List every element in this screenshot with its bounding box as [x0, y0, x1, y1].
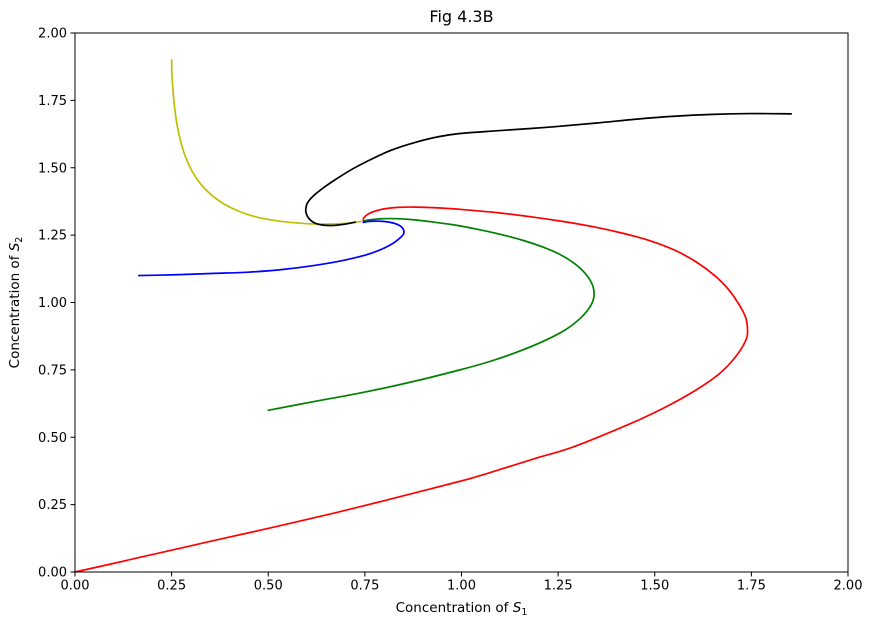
chart-title: Fig 4.3B: [429, 7, 493, 26]
x-tick-label: 1.25: [544, 579, 573, 594]
red-trajectory: [74, 206, 749, 573]
y-tick-label: 0.00: [38, 566, 67, 581]
y-axis-label-symbol: S: [7, 242, 23, 251]
green-trajectory: [267, 217, 595, 412]
x-tick-label: 1.50: [640, 579, 669, 594]
trajectory-curves: [74, 59, 793, 573]
blue-trajectory: [137, 220, 405, 277]
y-axis-label: Concentration of S2: [7, 237, 25, 369]
y-tick-label: 1.75: [38, 94, 67, 109]
x-axis-label: Concentration of S1: [396, 600, 528, 618]
x-tick-label: 2.00: [834, 579, 863, 594]
y-tick-label: 2.00: [38, 27, 67, 42]
x-tick-label: 0.50: [254, 579, 283, 594]
y-tick-label: 0.50: [38, 431, 67, 446]
y-tick-label: 0.75: [38, 363, 67, 378]
x-tick-label: 0.25: [157, 579, 186, 594]
y-tick-label: 1.50: [38, 161, 67, 176]
x-tick-label: 1.75: [737, 579, 766, 594]
x-axis-label-text: Concentration of: [396, 600, 513, 616]
y-tick-label: 0.25: [38, 498, 67, 513]
x-tick-label: 0.75: [350, 579, 379, 594]
y-axis-label-text: Concentration of: [7, 251, 23, 368]
y-tick-label: 1.00: [38, 296, 67, 311]
x-axis-ticks: 0.00 0.25 0.50 0.75 1.00 1.25 1.50 1.75 2.00: [61, 572, 863, 594]
x-tick-label: 0.00: [61, 579, 90, 594]
y-axis-label-subscript: 2: [14, 237, 25, 243]
x-tick-label: 1.00: [447, 579, 476, 594]
y-tick-label: 1.25: [38, 229, 67, 244]
yellow-trajectory: [170, 59, 362, 225]
black-trajectory: [304, 112, 793, 227]
x-axis-label-symbol: S: [513, 600, 522, 616]
x-axis-label-subscript: 1: [521, 607, 527, 618]
y-axis-ticks: 0.00 0.25 0.50 0.75 1.00 1.25 1.50 1.75 2.00: [38, 27, 75, 581]
